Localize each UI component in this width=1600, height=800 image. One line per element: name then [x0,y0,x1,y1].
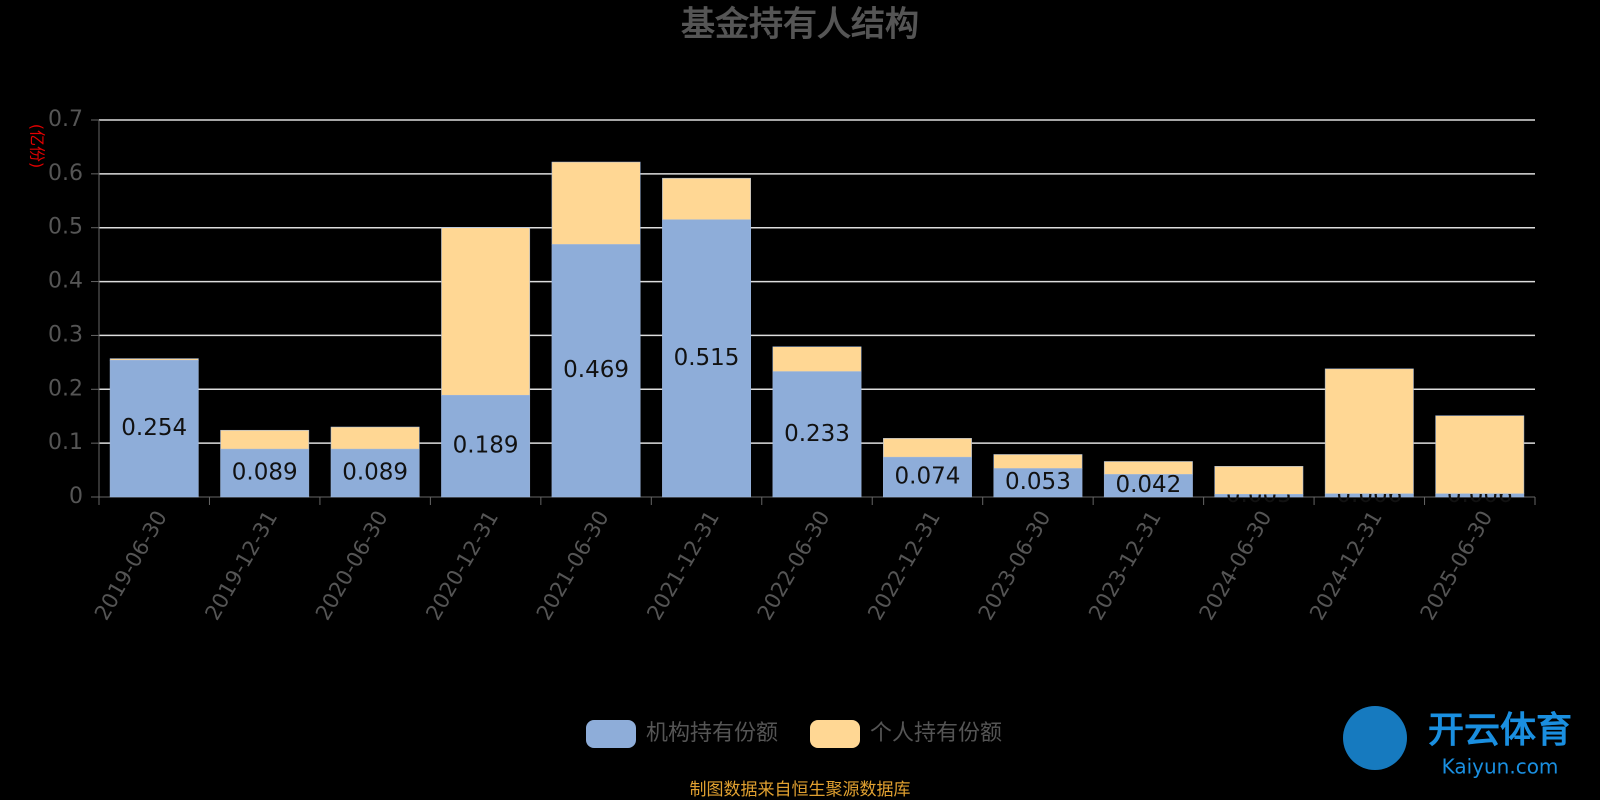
bar-segment [109,358,199,361]
data-label: 0.515 [674,345,740,371]
data-label: 0.254 [121,415,187,441]
bar-segment [551,161,641,245]
bar-segment [662,219,751,498]
bar-segment [662,177,751,220]
data-label: 0.089 [342,460,408,486]
watermark-url: Kaiyun.com [1442,755,1559,779]
bar-segment [1324,368,1414,495]
bar-segment [220,429,310,450]
bar-segment [109,359,199,498]
watermark: 开云体育 Kaiyun.com [1343,706,1572,779]
source-note: 制图数据来自恒生聚源数据库 [690,780,911,800]
bar-segment [441,227,531,396]
y-tick-label: 0 [69,484,83,509]
bar-segment [220,448,310,498]
bar-segment [772,371,862,498]
y-tick-label: 0.1 [48,430,83,455]
bar-segment [330,426,420,450]
y-tick-label: 0.3 [48,322,83,347]
y-tick-label: 0.6 [48,161,83,186]
bar-segment [993,468,1083,498]
bar-segment [883,438,972,458]
legend-item: 个人持有份额 [810,720,1002,748]
watermark-name: 开云体育 [1428,710,1572,751]
logo-icon [1343,706,1407,770]
y-tick-label: 0.2 [48,376,83,401]
bar-segment [1435,415,1525,495]
bar-segment [1103,461,1193,475]
bar-segment [551,244,641,498]
bar-segment [883,456,972,498]
chart-title: 基金持有人结构 [681,5,919,45]
legend-item: 机构持有份额 [586,720,778,748]
data-label: 0.053 [1005,469,1071,495]
y-tick-label: 0.7 [48,107,83,132]
y-tick-label: 0.4 [48,269,83,294]
data-label: 0.089 [232,460,298,486]
legend-swatch [810,720,860,748]
legend-label: 机构持有份额 [646,721,778,746]
bar-segment [993,454,1083,469]
legend-swatch [586,720,636,748]
y-tick-label: 0.5 [48,215,83,240]
y-unit: (亿份) [28,124,47,169]
legend-label: 个人持有份额 [870,721,1002,746]
bar-segment [441,394,531,498]
data-label: 0.469 [563,357,629,383]
data-label: 0.074 [895,464,961,490]
bar-segment [772,346,862,372]
data-label: 0.042 [1115,472,1181,498]
data-label: 0.189 [453,433,519,459]
bar-segment [330,448,420,498]
bar-segment [1214,466,1304,495]
data-label: 0.233 [784,421,850,447]
